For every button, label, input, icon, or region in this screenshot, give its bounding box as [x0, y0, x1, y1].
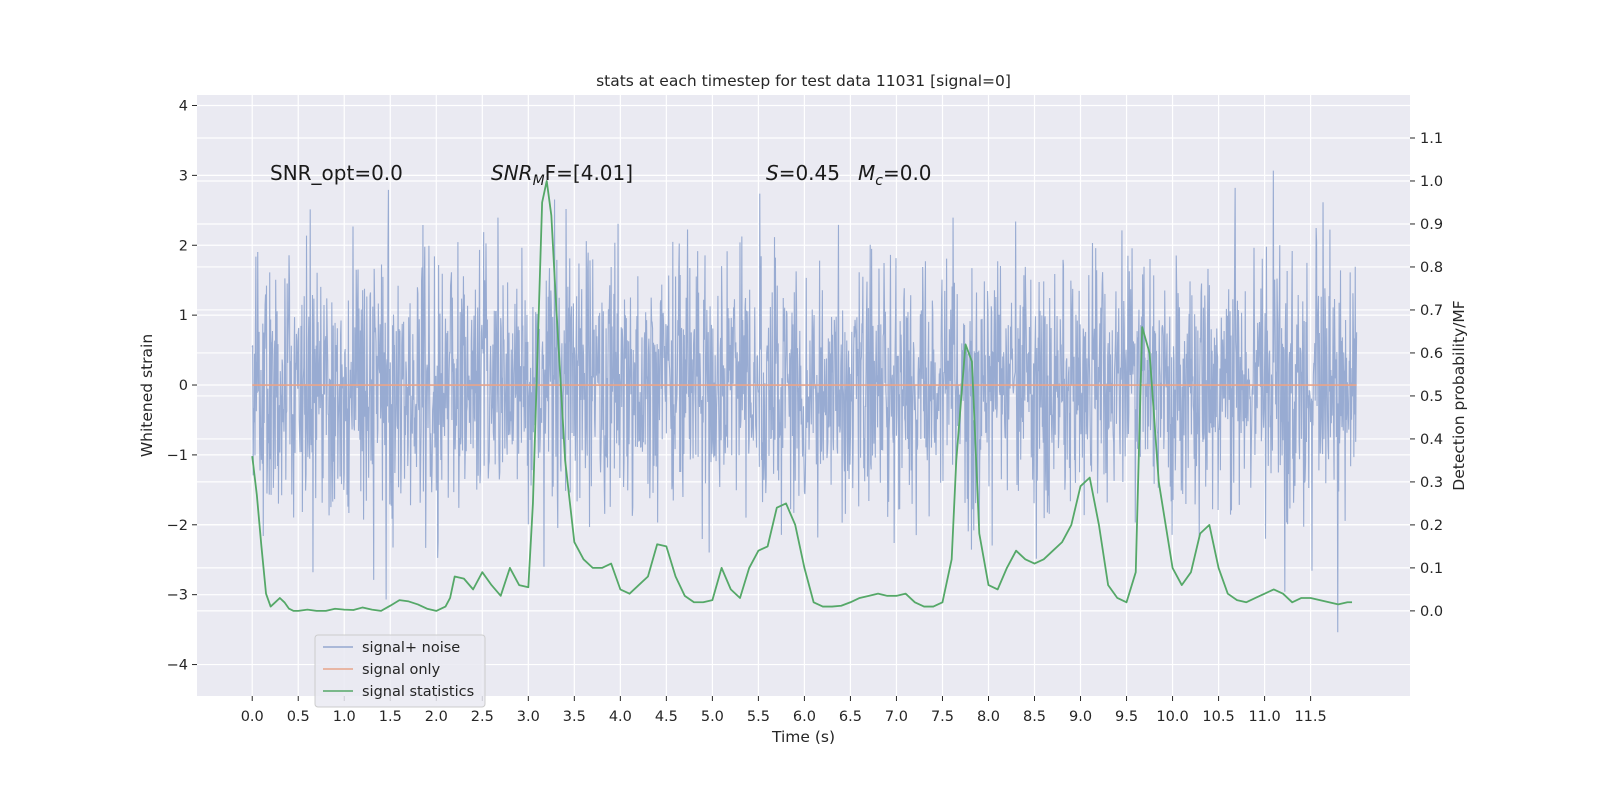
annotation-s-base: S [766, 161, 779, 185]
x-tick-label: 4.0 [609, 709, 632, 725]
annotation-snr-mf-subscript: M [533, 173, 545, 189]
y-tick-label-left: 2 [179, 238, 188, 254]
y-tick-label-right: 1.1 [1420, 131, 1443, 147]
x-tick-label: 8.0 [977, 709, 1000, 725]
legend-label-signal-statistics: signal statistics [362, 684, 474, 700]
y-axis-label-right: Detection probability/MF [1450, 300, 1468, 491]
x-tick-label: 2.0 [425, 709, 448, 725]
x-tick-label: 8.5 [1023, 709, 1046, 725]
y-tick-label-left: −3 [167, 588, 188, 604]
legend: signal+ noise signal only signal statist… [314, 634, 486, 708]
axis-ticks: 0.0 0.5 1.0 1.5 2.0 2.5 3.0 3.5 4.0 4.5 5.0 5.5 6.0 6… [167, 98, 1443, 725]
y-tick-label-left: 3 [179, 168, 188, 184]
x-tick-label: 5.5 [747, 709, 770, 725]
x-tick-label: 9.0 [1069, 709, 1092, 725]
y-tick-label-right: 0.1 [1420, 561, 1443, 577]
y-tick-label-left: −4 [167, 658, 188, 674]
y-tick-label-left: −1 [167, 448, 188, 464]
y-tick-label-right: 0.6 [1420, 346, 1443, 362]
series-layer [251, 170, 1358, 633]
y-tick-label-right: 1.0 [1420, 174, 1443, 190]
annotation-snr-mf: SNRMF=[4.01] [491, 161, 633, 189]
y-tick-label-left: 0 [179, 378, 188, 394]
x-tick-label: 10.5 [1202, 709, 1234, 725]
x-tick-label: 7.5 [931, 709, 954, 725]
annotation-snr-opt: SNR_opt=0.0 [270, 161, 403, 185]
annotation-snr-mf-rest: F=[4.01] [545, 161, 633, 185]
annotation-snr-mf-base: SNR [491, 161, 533, 185]
annotation-mc-subscript: c [875, 173, 883, 189]
y-axis-label-left: Whitened strain [138, 334, 156, 457]
legend-box [314, 634, 486, 708]
annotation-mc: Mc=0.0 [858, 161, 932, 189]
series-signal-noise [251, 170, 1358, 633]
x-tick-label: 10.0 [1156, 709, 1188, 725]
x-tick-label: 6.0 [793, 709, 816, 725]
annotation-s: S=0.45 [766, 161, 840, 185]
x-tick-label: 2.5 [471, 709, 494, 725]
y-tick-label-right: 0.2 [1420, 518, 1443, 534]
x-tick-label: 1.0 [333, 709, 356, 725]
y-tick-label-right: 0.4 [1420, 432, 1443, 448]
legend-label-signal-only: signal only [362, 662, 441, 678]
y-tick-label-left: −2 [167, 518, 188, 534]
annotation-s-rest: =0.45 [779, 161, 840, 185]
chart-title: stats at each timestep for test data 110… [596, 72, 1011, 90]
y-tick-label-right: 0.8 [1420, 260, 1443, 276]
x-axis-label: Time (s) [771, 728, 835, 746]
annotation-mc-base: M [858, 161, 875, 185]
y-tick-label-left: 1 [179, 308, 188, 324]
x-tick-label: 4.5 [655, 709, 678, 725]
x-tick-label: 3.5 [563, 709, 586, 725]
x-tick-label: 1.5 [379, 709, 402, 725]
x-tick-label: 9.5 [1115, 709, 1138, 725]
x-tick-label: 7.0 [885, 709, 908, 725]
series-signal-statistics [251, 180, 1353, 612]
y-tick-label-right: 0.5 [1420, 389, 1443, 405]
x-tick-label: 3.0 [517, 709, 540, 725]
annotation-mc-rest: =0.0 [883, 161, 932, 185]
y-tick-label-right: 0.9 [1420, 217, 1443, 233]
x-tick-label: 0.0 [241, 709, 264, 725]
x-tick-label: 0.5 [287, 709, 310, 725]
x-tick-label: 11.0 [1248, 709, 1280, 725]
x-tick-label: 6.5 [839, 709, 862, 725]
y-tick-label-right: 0.7 [1420, 303, 1443, 319]
y-tick-label-right: 0.3 [1420, 475, 1443, 491]
x-tick-label: 5.0 [701, 709, 724, 725]
y-tick-label-right: 0.0 [1420, 604, 1443, 620]
x-tick-label: 11.5 [1294, 709, 1326, 725]
legend-label-signal-noise: signal+ noise [362, 640, 460, 656]
y-tick-label-left: 4 [179, 98, 188, 114]
